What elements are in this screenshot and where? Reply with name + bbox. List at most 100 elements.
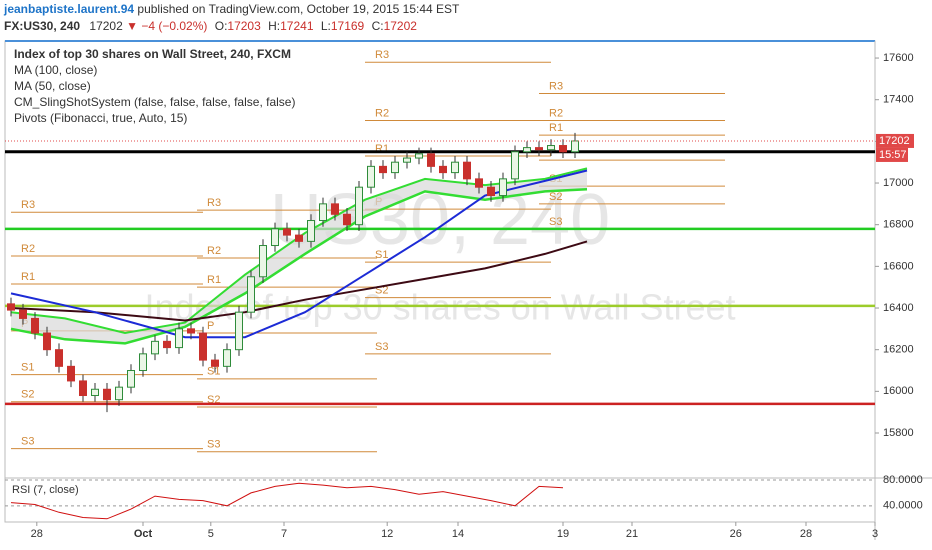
chart-title: Index of top 30 shares on Wall Street, 2…: [14, 47, 291, 61]
author[interactable]: jeanbaptiste.laurent.94: [3, 2, 134, 16]
y-tick-label: 16800: [883, 219, 914, 231]
pivot-label: R2: [549, 107, 563, 119]
legend-entry: MA (50, close): [14, 79, 91, 93]
pivot-label: R3: [21, 199, 35, 211]
band-fill: [11, 168, 587, 344]
candle-body: [187, 328, 195, 334]
y-tick-label: 16600: [883, 260, 914, 272]
candle-body: [571, 140, 579, 153]
pivot-label: S3: [549, 216, 562, 228]
rsi-tick-label: 80.0000: [883, 474, 923, 486]
x-tick-label: 28: [800, 528, 812, 540]
pivot-label: S1: [207, 366, 220, 378]
y-tick-label: 16000: [883, 385, 914, 397]
pivot-label: P: [207, 320, 214, 332]
candle-body: [43, 332, 51, 351]
candle-body: [559, 145, 567, 153]
ohlc-value: 17169: [331, 19, 365, 33]
candle-body: [283, 228, 291, 236]
candle-body: [163, 340, 171, 349]
pivot-label: S1: [375, 249, 388, 261]
candle-body: [7, 303, 15, 311]
candle-body: [475, 178, 483, 188]
pivot-label: R2: [21, 243, 35, 255]
ma-line: [10, 169, 588, 339]
pivot-label: R1: [549, 122, 563, 134]
candle-body: [331, 203, 339, 215]
band-lower: [10, 188, 588, 345]
pivot-label: R2: [375, 107, 389, 119]
legend-entry: MA (100, close): [14, 63, 97, 77]
pivot-label: R3: [207, 197, 221, 209]
candle-body: [427, 153, 435, 167]
candle-body: [487, 186, 495, 197]
x-tick-label: 19: [557, 528, 569, 540]
change-arrow: ▼: [126, 19, 138, 33]
candle-body: [535, 147, 543, 151]
candle-body: [343, 213, 351, 226]
candle-body: [403, 157, 411, 163]
candle-body: [319, 203, 327, 222]
symbol: FX:US30, 240: [4, 19, 80, 33]
x-tick-label: 14: [452, 528, 464, 540]
x-tick-label: 12: [381, 528, 393, 540]
candle-body: [139, 353, 147, 372]
ohlc-label: L:: [321, 19, 331, 33]
y-tick-label: 17000: [883, 177, 914, 189]
pivot-label: S3: [21, 436, 34, 448]
ohlc-value: 17203: [227, 19, 261, 33]
candle-body: [199, 332, 207, 361]
x-tick-label: 26: [730, 528, 742, 540]
ohlc-label: O:: [215, 19, 228, 33]
pivot-label: S1: [21, 362, 34, 374]
ohlc-value: 17202: [384, 19, 418, 33]
candle-body: [235, 311, 243, 351]
y-tick-label: 17600: [883, 52, 914, 64]
candle-body: [451, 161, 459, 174]
pivot-label: S2: [549, 191, 562, 203]
countdown-label: 15:57: [879, 149, 907, 161]
pivot-label: S3: [207, 439, 220, 451]
candle-body: [499, 178, 507, 197]
candle-body: [307, 220, 315, 242]
legend-entry: Pivots (Fibonacci, true, Auto, 15): [14, 111, 187, 125]
x-tick-label: Oct: [134, 528, 153, 540]
published: published on TradingView.com, October 19…: [137, 2, 460, 16]
candle-body: [367, 165, 375, 188]
candle-body: [103, 388, 111, 401]
candle-body: [271, 228, 279, 247]
pivot-label: R2: [207, 245, 221, 257]
last-price-box: [876, 133, 914, 148]
candle-body: [547, 145, 555, 151]
candle-body: [175, 328, 183, 349]
candle-body: [115, 386, 123, 401]
candle-body: [67, 365, 75, 382]
y-tick-label: 16200: [883, 344, 914, 356]
ohlc-label: H:: [268, 19, 280, 33]
x-tick-label: 7: [281, 528, 287, 540]
candle-body: [439, 165, 447, 174]
candle-body: [415, 153, 423, 159]
candle-body: [127, 370, 135, 388]
pivot-label: R1: [21, 271, 35, 283]
ohlc-value: 17241: [280, 19, 314, 33]
candle-body: [379, 165, 387, 174]
candle-body: [259, 245, 267, 278]
last-price-label: 17202: [879, 135, 910, 147]
countdown-box: [876, 147, 908, 162]
pivot-label: R1: [207, 274, 221, 286]
last: 17202: [89, 19, 123, 33]
y-tick-label: 17400: [883, 94, 914, 106]
change: −4 (−0.02%): [141, 19, 207, 33]
x-tick-label: 5: [208, 528, 214, 540]
y-tick-label: 16400: [883, 302, 914, 314]
candle-body: [211, 359, 219, 367]
candle-body: [391, 161, 399, 174]
rsi-line: [10, 482, 564, 520]
candle-body: [79, 380, 87, 397]
pivot-label: S2: [21, 389, 34, 401]
rsi-tick-label: 40.0000: [883, 500, 923, 512]
x-tick-label: 28: [31, 528, 43, 540]
